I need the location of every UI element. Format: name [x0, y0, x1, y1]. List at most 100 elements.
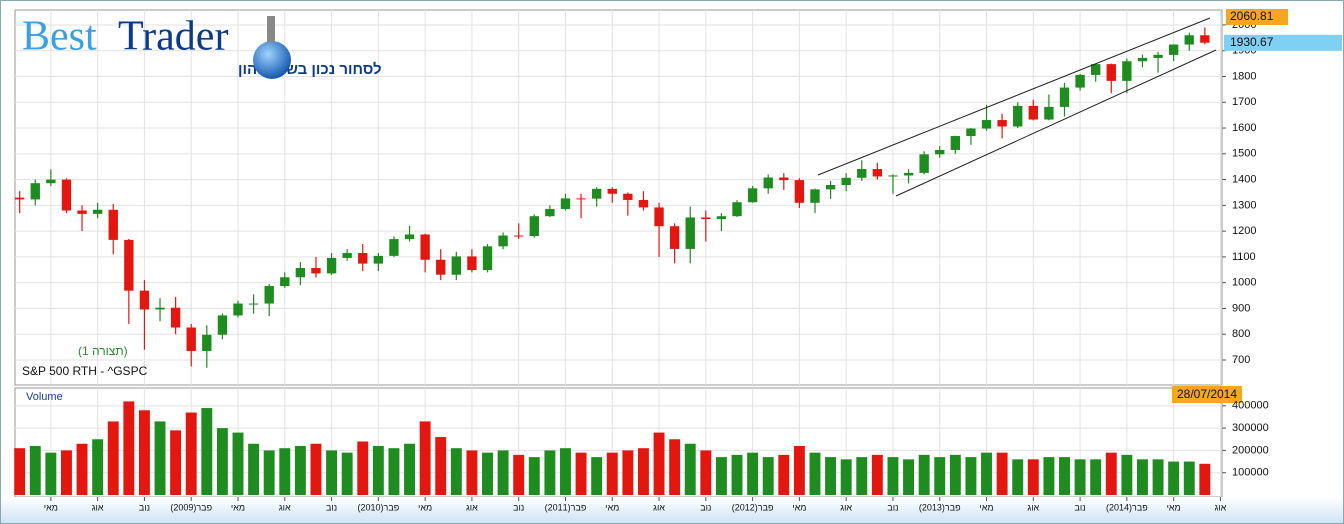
volume-bar	[1183, 461, 1195, 495]
max-label: 2060.81	[1230, 9, 1274, 23]
candle-body	[1044, 106, 1054, 120]
chart-subtitle: (תצורה 1)	[78, 344, 128, 358]
candle-body	[607, 188, 617, 194]
candle-body	[669, 226, 680, 249]
logo-figure	[267, 16, 275, 42]
candle-body	[46, 179, 56, 184]
candle-body	[623, 193, 633, 200]
candle-body	[1153, 54, 1163, 58]
volume-bar	[965, 457, 977, 495]
x-tick-label: מאי	[792, 502, 806, 512]
volume-bar	[435, 437, 447, 495]
candle-body	[170, 307, 181, 328]
candle-body	[591, 188, 602, 199]
candle-body	[966, 128, 976, 137]
candle-body	[747, 188, 758, 203]
candle-body	[872, 169, 883, 177]
x-tick-label: פבר(2014)	[1106, 502, 1148, 512]
volume-bar	[404, 443, 415, 495]
candle-body	[92, 209, 103, 214]
candle-body	[560, 198, 571, 209]
volume-bar	[1105, 452, 1117, 495]
x-tick-label: אוג	[92, 502, 104, 512]
y-tick-label: 800	[1232, 328, 1250, 340]
x-tick-label: אוג	[1027, 502, 1039, 512]
volume-bar	[61, 450, 72, 495]
volume-bar	[1059, 457, 1070, 495]
x-tick-label: מאי	[979, 502, 993, 512]
candle-body	[654, 207, 664, 227]
y-tick-label: 1100	[1232, 251, 1256, 263]
y-tick-label: 1400	[1232, 173, 1256, 185]
volume-bar	[310, 443, 322, 495]
volume-bar	[154, 421, 166, 495]
volume-bar	[482, 452, 493, 495]
volume-bar	[996, 452, 1008, 495]
candle-body	[404, 234, 415, 240]
candle-body	[202, 334, 212, 351]
candle-body	[1028, 105, 1038, 120]
x-tick-label: מאי	[418, 502, 432, 512]
candle-body	[919, 154, 929, 173]
candle-body	[685, 217, 695, 249]
candle-body	[124, 239, 134, 291]
volume-bar	[357, 441, 369, 495]
candle-body	[436, 259, 446, 275]
candle-body	[264, 286, 274, 304]
volume-bar	[762, 457, 774, 495]
y-tick-label: 1700	[1232, 96, 1256, 108]
candle-body	[139, 290, 150, 310]
x-tick-label: פבר(2013)	[919, 502, 961, 512]
x-tick-label: נוב	[139, 502, 150, 512]
marks-layer	[14, 27, 1211, 495]
volume-bar	[778, 454, 790, 495]
x-tick-label: אוג	[466, 502, 478, 512]
volume-bar	[840, 459, 852, 495]
volume-bar	[263, 450, 275, 495]
candle-body	[108, 209, 118, 240]
candle-body	[1013, 105, 1023, 127]
candle-body	[15, 197, 25, 200]
candle-body	[1122, 61, 1132, 81]
y-tick-label: 400000	[1232, 400, 1269, 412]
candle-body	[888, 175, 898, 177]
volume-bar	[715, 457, 727, 495]
candle-body	[389, 239, 399, 256]
candle-body	[186, 327, 196, 351]
candle-body	[482, 246, 493, 271]
max-box	[1226, 9, 1288, 25]
volume-bar	[248, 443, 260, 495]
x-tick-label: פבר(2009)	[170, 502, 212, 512]
volume-bar	[1012, 459, 1024, 495]
price-panel	[14, 9, 1223, 386]
volume-bar	[294, 445, 306, 495]
x-tick-label: פבר(2011)	[545, 502, 587, 512]
volume-bar	[981, 452, 992, 495]
volume-bar	[1168, 461, 1180, 495]
candle-body	[1184, 35, 1194, 45]
volume-bar	[606, 452, 618, 495]
candle-body	[981, 120, 992, 129]
candle-body	[810, 189, 820, 203]
volume-bar	[45, 452, 57, 495]
volume-bar	[856, 457, 868, 495]
x-tick-label: נוב	[326, 502, 337, 512]
y-tick-label: 700	[1232, 354, 1250, 366]
volume-bar	[170, 430, 182, 495]
candle-body	[1106, 64, 1116, 81]
candle-body	[451, 256, 461, 275]
volume-bar	[825, 457, 837, 495]
candle-body	[794, 180, 805, 203]
candle-body	[825, 185, 836, 190]
grid-layer	[15, 10, 1222, 497]
candle-body	[950, 136, 961, 150]
candle-body	[311, 267, 321, 274]
x-tick-label: מאי	[605, 502, 619, 512]
candle-body	[841, 177, 851, 185]
volume-bar	[232, 432, 244, 495]
last-label: 1930.67	[1230, 35, 1274, 49]
volume-bar	[684, 443, 696, 495]
chart-title: S&P 500 RTH - ^GSPC	[22, 364, 148, 378]
